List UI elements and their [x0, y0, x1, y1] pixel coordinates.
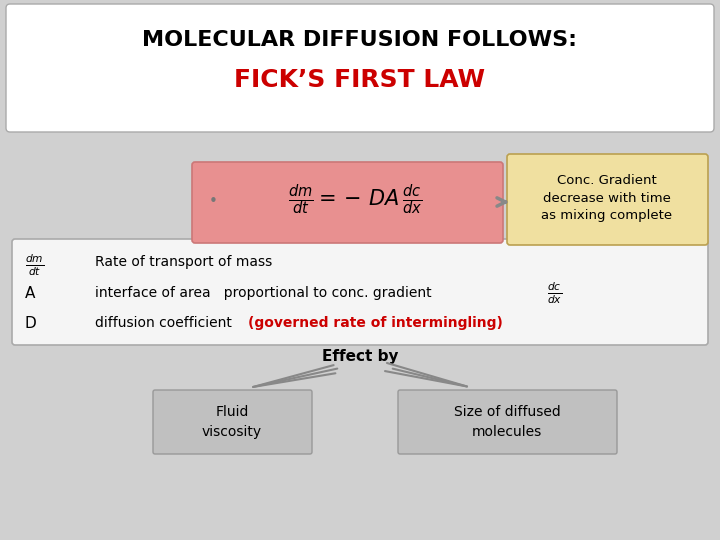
- Text: (governed rate of intermingling): (governed rate of intermingling): [248, 316, 503, 330]
- Text: $\frac{dm}{dt}$: $\frac{dm}{dt}$: [25, 252, 44, 278]
- Text: $\frac{dm}{dt} = -\,DA\,\frac{dc}{dx}$: $\frac{dm}{dt} = -\,DA\,\frac{dc}{dx}$: [288, 183, 422, 217]
- Text: Effect by: Effect by: [322, 349, 398, 364]
- Text: diffusion coefficient: diffusion coefficient: [95, 316, 236, 330]
- Text: Conc. Gradient
decrease with time
as mixing complete: Conc. Gradient decrease with time as mix…: [541, 173, 672, 222]
- Text: $\frac{dc}{dx}$: $\frac{dc}{dx}$: [547, 280, 562, 306]
- Text: D: D: [25, 315, 37, 330]
- Text: FICK’S FIRST LAW: FICK’S FIRST LAW: [235, 68, 485, 92]
- FancyBboxPatch shape: [192, 162, 503, 243]
- Text: Fluid
viscosity: Fluid viscosity: [202, 405, 262, 438]
- Text: MOLECULAR DIFFUSION FOLLOWS:: MOLECULAR DIFFUSION FOLLOWS:: [143, 30, 577, 50]
- FancyBboxPatch shape: [507, 154, 708, 245]
- Text: Size of diffused
molecules: Size of diffused molecules: [454, 405, 560, 438]
- FancyBboxPatch shape: [6, 4, 714, 132]
- Text: A: A: [25, 286, 35, 300]
- Text: interface of area   proportional to conc. gradient: interface of area proportional to conc. …: [95, 286, 431, 300]
- Text: •: •: [209, 194, 217, 210]
- FancyBboxPatch shape: [398, 390, 617, 454]
- Text: Rate of transport of mass: Rate of transport of mass: [95, 255, 272, 269]
- FancyBboxPatch shape: [153, 390, 312, 454]
- FancyBboxPatch shape: [12, 239, 708, 345]
